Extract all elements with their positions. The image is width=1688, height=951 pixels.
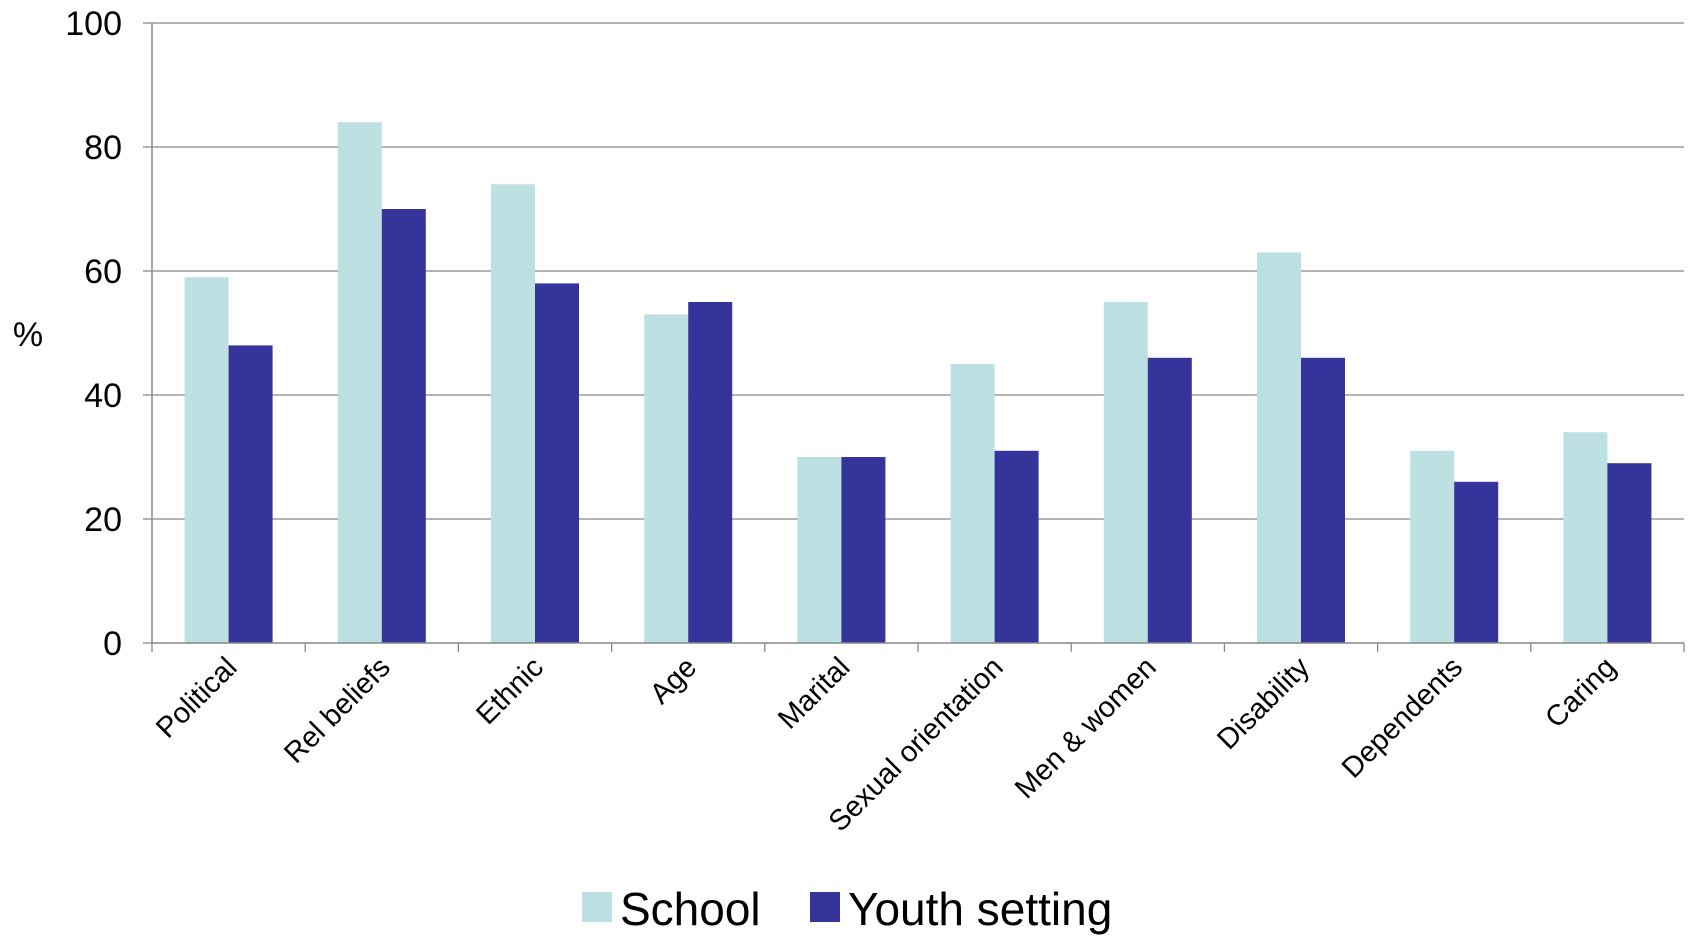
legend-swatch — [810, 892, 840, 922]
x-tick-label: Marital — [772, 651, 856, 735]
bar-school — [184, 277, 229, 643]
bar-youth-setting — [1454, 481, 1499, 643]
y-tick-label: 40 — [84, 377, 122, 415]
bar-youth-setting — [228, 345, 273, 643]
bar-school — [1257, 252, 1301, 643]
x-tick-label: Disability — [1211, 651, 1316, 756]
y-axis-title: % — [13, 316, 43, 354]
bar-youth-setting — [535, 283, 579, 643]
bar-youth-setting — [841, 457, 886, 643]
bar-school — [337, 122, 382, 643]
bar-youth-setting — [1301, 357, 1345, 643]
bar-youth-setting — [994, 450, 1039, 643]
bar-school — [950, 364, 995, 643]
x-tick-label: Political — [150, 651, 243, 744]
legend: School Youth setting — [582, 883, 1112, 935]
bar-youth-setting — [1147, 357, 1192, 643]
bar-school — [1410, 450, 1455, 643]
bar-school — [1563, 432, 1608, 643]
legend-swatch — [582, 892, 612, 922]
legend-label: School — [620, 883, 761, 935]
x-tick-label: Dependents — [1336, 651, 1469, 784]
bar-youth-setting — [1607, 463, 1652, 643]
y-tick-label: 60 — [84, 253, 122, 291]
bar-youth-setting — [381, 209, 426, 643]
x-tick-label: Men & women — [1009, 651, 1163, 805]
bar-youth-setting — [688, 302, 733, 643]
bar-school — [797, 457, 842, 643]
x-tick-label: Ethnic — [470, 651, 550, 731]
y-tick-label: 80 — [84, 129, 122, 167]
y-tick-label: 100 — [65, 5, 122, 43]
y-tick-label: 0 — [103, 625, 122, 663]
bar-school — [1103, 302, 1148, 643]
axes: 0 20 40 60 80 100 Political Rel beliefs Ethnic Ag… — [65, 5, 1685, 838]
x-tick-label: Rel beliefs — [278, 651, 396, 769]
y-tick-label: 20 — [84, 501, 122, 539]
bar-school — [644, 314, 689, 643]
x-tick-label: Age — [644, 651, 703, 710]
x-tick-label: Caring — [1539, 651, 1622, 734]
legend-label: Youth setting — [848, 883, 1112, 935]
bars — [184, 122, 1652, 643]
bar-school — [491, 184, 535, 643]
